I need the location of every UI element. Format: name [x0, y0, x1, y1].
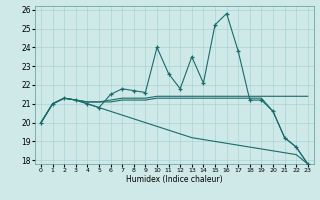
X-axis label: Humidex (Indice chaleur): Humidex (Indice chaleur)	[126, 175, 223, 184]
